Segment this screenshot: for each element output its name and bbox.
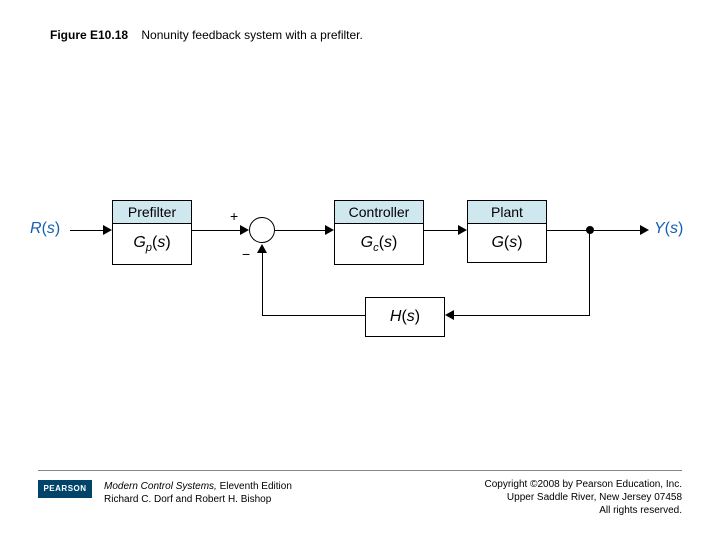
arrowhead-icon bbox=[458, 225, 467, 235]
wire-plant-to-output bbox=[547, 230, 642, 231]
plus-sign: + bbox=[230, 208, 238, 224]
wire-h-to-sum-vert bbox=[262, 252, 263, 315]
block-diagram: R(s) Prefilter Gp(s) + − Controller Gc(s… bbox=[40, 160, 680, 360]
controller-body: Gc(s) bbox=[335, 224, 423, 264]
publisher-logo: PEARSON bbox=[38, 480, 92, 498]
summing-junction bbox=[249, 217, 275, 243]
copyright-line-2: Upper Saddle River, New Jersey 07458 bbox=[507, 492, 682, 503]
arrowhead-icon bbox=[103, 225, 112, 235]
takeoff-node bbox=[586, 226, 594, 234]
wire-prefilter-to-sum bbox=[192, 230, 242, 231]
controller-header: Controller bbox=[335, 201, 423, 224]
prefilter-block: Prefilter Gp(s) bbox=[112, 200, 192, 265]
arrowhead-icon bbox=[640, 225, 649, 235]
prefilter-header: Prefilter bbox=[113, 201, 191, 224]
wire-r-to-prefilter bbox=[70, 230, 105, 231]
book-edition: Eleventh Edition bbox=[217, 481, 292, 492]
wire-feedback-down bbox=[589, 230, 590, 315]
footer-left: Modern Control Systems, Eleventh Edition… bbox=[104, 480, 292, 506]
figure-number: Figure E10.18 bbox=[50, 28, 128, 42]
wire-sum-to-controller bbox=[275, 230, 327, 231]
book-authors: Richard C. Dorf and Robert H. Bishop bbox=[104, 494, 271, 505]
book-title: Modern Control Systems, bbox=[104, 481, 217, 492]
controller-block: Controller Gc(s) bbox=[334, 200, 424, 265]
wire-h-to-sum-horiz bbox=[262, 315, 365, 316]
footer-right: Copyright ©2008 by Pearson Education, In… bbox=[485, 478, 683, 517]
copyright-line-1: Copyright ©2008 by Pearson Education, In… bbox=[485, 479, 683, 490]
arrowhead-icon bbox=[445, 310, 454, 320]
input-signal-label: R(s) bbox=[30, 220, 60, 238]
prefilter-body: Gp(s) bbox=[113, 224, 191, 264]
figure-text: Nonunity feedback system with a prefilte… bbox=[141, 28, 362, 42]
plant-body: G(s) bbox=[468, 224, 546, 262]
figure-caption: Figure E10.18 Nonunity feedback system w… bbox=[50, 28, 363, 42]
plant-block: Plant G(s) bbox=[467, 200, 547, 263]
output-signal-label: Y(s) bbox=[654, 220, 683, 238]
arrowhead-icon bbox=[240, 225, 249, 235]
page: Figure E10.18 Nonunity feedback system w… bbox=[0, 0, 720, 540]
feedback-block: H(s) bbox=[365, 297, 445, 337]
copyright-line-3: All rights reserved. bbox=[599, 505, 682, 516]
plant-header: Plant bbox=[468, 201, 546, 224]
arrowhead-icon bbox=[325, 225, 334, 235]
wire-feedback-to-h bbox=[453, 315, 590, 316]
footer-divider bbox=[38, 470, 682, 471]
wire-controller-to-plant bbox=[424, 230, 460, 231]
minus-sign: − bbox=[242, 246, 250, 262]
arrowhead-icon bbox=[257, 244, 267, 253]
